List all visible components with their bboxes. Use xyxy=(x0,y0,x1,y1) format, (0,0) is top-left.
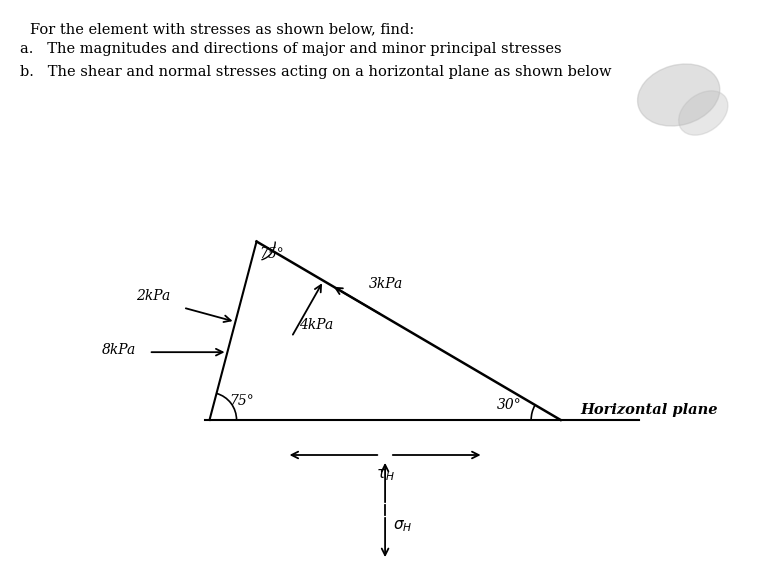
Text: For the element with stresses as shown below, find:: For the element with stresses as shown b… xyxy=(29,22,413,36)
Text: 3kPa: 3kPa xyxy=(368,277,403,291)
Text: a.   The magnitudes and directions of major and minor principal stresses: a. The magnitudes and directions of majo… xyxy=(20,42,561,56)
Text: b.   The shear and normal stresses acting on a horizontal plane as shown below: b. The shear and normal stresses acting … xyxy=(20,65,611,79)
Text: 30°: 30° xyxy=(497,398,522,412)
Text: Horizontal plane: Horizontal plane xyxy=(581,403,718,417)
Text: 75°: 75° xyxy=(229,394,254,408)
Text: $\tau_H$: $\tau_H$ xyxy=(376,467,394,483)
Ellipse shape xyxy=(679,91,728,135)
Text: 75°: 75° xyxy=(259,246,285,260)
Text: $\sigma_H$: $\sigma_H$ xyxy=(393,518,413,534)
Text: 8kPa: 8kPa xyxy=(101,343,136,357)
Ellipse shape xyxy=(637,64,719,126)
Text: 2kPa: 2kPa xyxy=(136,288,170,302)
Text: 4kPa: 4kPa xyxy=(299,318,334,332)
